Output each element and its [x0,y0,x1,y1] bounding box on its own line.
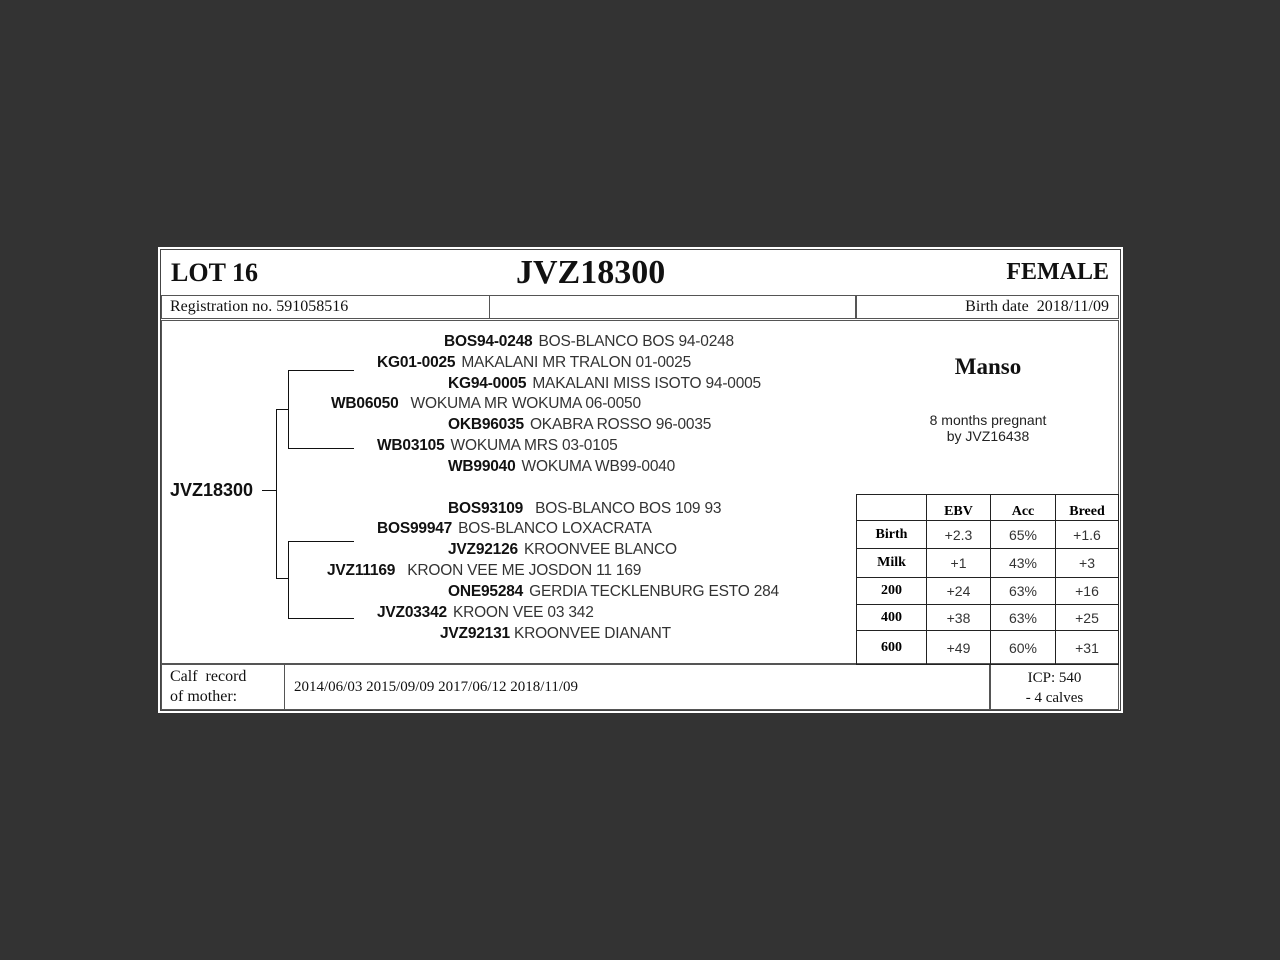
calf-record-label: Calf record of mother: [170,667,246,707]
pregnancy-sire: by JVZ16438 [946,428,1030,444]
pedigree-entry: BOS94-0248 BOS-BLANCO BOS 94-0248 [444,333,734,350]
ebv-value: +2.3 [926,520,991,549]
breed-value: +3 [1055,548,1119,578]
ebv-header: Breed [1055,494,1119,521]
trait-label: Birth [856,520,927,549]
ebv-row: Milk +1 43% +3 [856,548,1119,578]
calf-dates: 2014/06/03 2015/09/09 2017/06/12 2018/11… [294,679,579,695]
animal-name: Manso [954,354,1022,379]
registration-number: Registration no. 591058516 [170,298,349,315]
ebv-value: +24 [926,577,991,605]
breed-value: +16 [1055,577,1119,605]
acc-value: 63% [990,604,1056,631]
acc-value: 63% [990,577,1056,605]
lot-card: LOT 16 JVZ18300 FEMALE Registration no. … [158,247,1123,713]
pregnancy-note: 8 months pregnant by JVZ16438 [888,412,1088,444]
acc-value: 60% [990,630,1056,665]
trait-label: 600 [856,630,927,665]
pedigree-entry: KG94-0005 MAKALANI MISS ISOTO 94-0005 [448,375,761,392]
pedigree-entry: BOS99947 BOS-BLANCO LOXACRATA [377,520,652,537]
ebv-header [856,494,927,521]
pedigree-entry: JVZ92131 KROONVEE DIANANT [440,625,671,642]
breed-value: +25 [1055,604,1119,631]
animal-id-title: JVZ18300 [516,254,666,291]
icp-value: ICP: 540 [1027,670,1082,686]
ebv-value: +38 [926,604,991,631]
birth-date: Birth date 2018/11/09 [965,298,1109,315]
trait-label: Milk [856,548,927,578]
ebv-value: +49 [926,630,991,665]
ebv-row: 600 +49 60% +31 [856,630,1119,665]
calves-count: - 4 calves [1025,690,1084,706]
pedigree-entry: JVZ92126 KROONVEE BLANCO [448,541,677,558]
lot-number: LOT 16 [171,258,258,287]
pedigree-entry: OKB96035 OKABRA ROSSO 96-0035 [448,416,712,433]
pedigree-entry: ONE95284 GERDIA TECKLENBURG ESTO 284 [448,583,779,600]
ebv-row: 200 +24 63% +16 [856,577,1119,605]
subject-id: JVZ18300 [170,480,254,500]
ebv-row: 400 +38 63% +25 [856,604,1119,631]
breed-value: +31 [1055,630,1119,665]
icp-summary: ICP: 540 - 4 calves [991,668,1118,708]
pedigree-entry: KG01-0025 MAKALANI MR TRALON 01-0025 [377,354,692,371]
acc-value: 65% [990,520,1056,549]
pedigree-entry: JVZ11169 KROON VEE ME JOSDON 11 169 [327,562,642,579]
sex: FEMALE [1006,259,1109,285]
trait-label: 400 [856,604,927,631]
ebv-header: EBV [926,494,991,521]
trait-label: 200 [856,577,927,605]
pedigree-entry: JVZ03342 KROON VEE 03 342 [377,604,594,621]
ebv-header: Acc [990,494,1056,521]
breed-value: +1.6 [1055,520,1119,549]
pregnancy-status: 8 months pregnant [929,412,1047,428]
ebv-row: Birth +2.3 65% +1.6 [856,520,1119,549]
ebv-table: EBV Acc Breed Birth +2.3 65% +1.6 Milk +1 43% +3… [856,494,1119,665]
pedigree-entry: WB99040 WOKUMA WB99-0040 [448,458,676,475]
acc-value: 43% [990,548,1056,578]
calf-label-line: of mother: [170,688,238,705]
pedigree-entry: BOS93109 BOS-BLANCO BOS 109 93 [448,500,722,517]
pedigree-entry: WB06050 WOKUMA MR WOKUMA 06-0050 [331,395,641,412]
calf-label-line: Calf record [170,668,247,685]
pedigree-entry: WB03105 WOKUMA MRS 03-0105 [377,437,618,454]
ebv-value: +1 [926,548,991,578]
